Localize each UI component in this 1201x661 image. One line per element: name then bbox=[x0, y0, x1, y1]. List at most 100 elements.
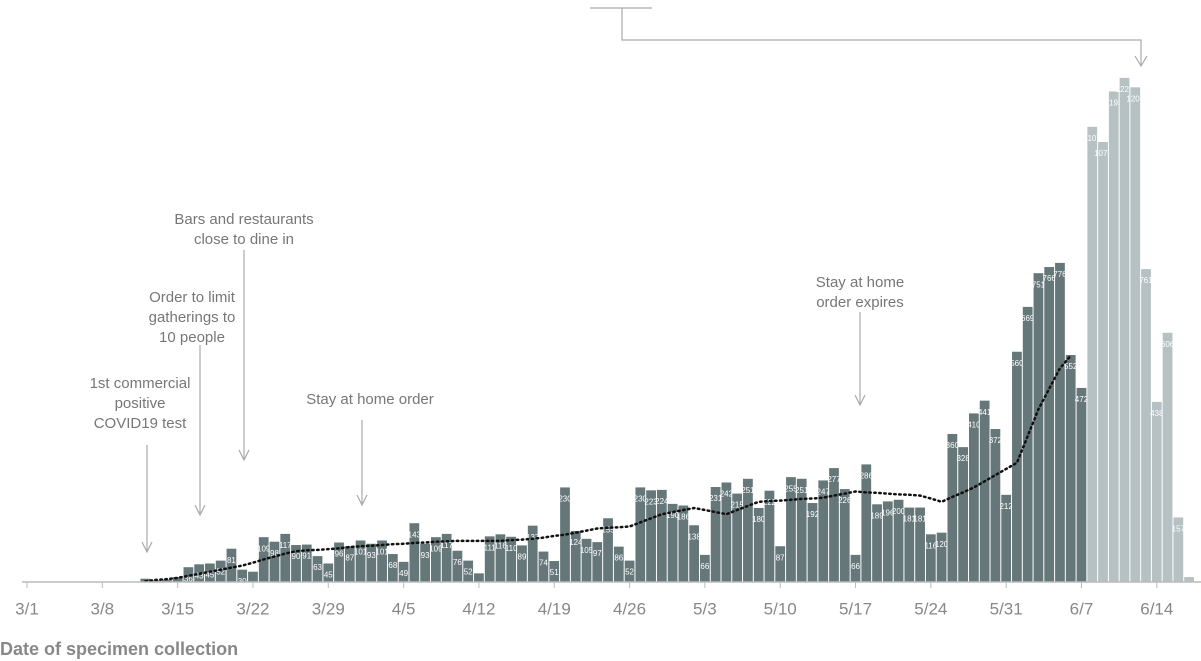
value-label: 98 bbox=[270, 549, 279, 558]
bar bbox=[915, 507, 925, 582]
bar bbox=[570, 531, 581, 582]
value-label: 181 bbox=[913, 515, 927, 524]
bar bbox=[226, 548, 237, 582]
bar bbox=[517, 545, 527, 582]
value-label: 606 bbox=[1161, 340, 1175, 349]
value-label: 438 bbox=[1150, 409, 1164, 418]
annotation: close to dine in bbox=[194, 231, 294, 248]
value-label: 45 bbox=[324, 571, 333, 580]
value-label: 101 bbox=[354, 548, 368, 557]
bar bbox=[829, 468, 839, 582]
bar bbox=[366, 543, 377, 582]
arrows bbox=[141, 7, 1148, 554]
x-tick-label: 3/1 bbox=[15, 599, 39, 618]
bar bbox=[1012, 351, 1022, 582]
value-label: 63 bbox=[313, 563, 322, 572]
bar bbox=[882, 501, 893, 582]
bar bbox=[398, 561, 409, 582]
bar bbox=[344, 546, 355, 582]
value-label: 189 bbox=[870, 511, 884, 520]
value-label: 49 bbox=[399, 569, 408, 578]
bar bbox=[387, 554, 398, 582]
bar bbox=[1022, 306, 1033, 582]
annotation: Stay at home bbox=[816, 274, 904, 291]
value-label: 93 bbox=[367, 551, 376, 560]
bar bbox=[506, 536, 517, 582]
x-tick-label: 5/10 bbox=[764, 599, 797, 618]
bar bbox=[248, 571, 258, 582]
value-label: 372 bbox=[989, 436, 1003, 445]
bar bbox=[463, 560, 474, 582]
bar bbox=[990, 429, 1001, 582]
value-label: 223 bbox=[644, 497, 658, 506]
x-tick-label: 5/17 bbox=[839, 599, 872, 618]
bar bbox=[656, 489, 667, 582]
value-label: 1193 bbox=[1105, 99, 1123, 108]
value-label: 251 bbox=[741, 486, 755, 495]
x-tick-label: 5/31 bbox=[990, 599, 1023, 618]
value-label: 552 bbox=[1064, 362, 1078, 371]
arrow bbox=[194, 345, 206, 517]
value-label: 761 bbox=[1139, 276, 1153, 285]
value-label: 328 bbox=[956, 454, 970, 463]
value-label: 251 bbox=[795, 486, 809, 495]
bar bbox=[1184, 577, 1194, 582]
bar bbox=[183, 567, 194, 582]
value-label: 97 bbox=[593, 549, 602, 558]
value-label: 116 bbox=[494, 541, 507, 550]
bar bbox=[1055, 262, 1065, 582]
x-tick-label: 6/14 bbox=[1140, 599, 1173, 618]
value-label: 226 bbox=[838, 496, 852, 505]
annotation: 10 people bbox=[159, 329, 225, 346]
value-label: 157 bbox=[1172, 525, 1186, 534]
x-tick-label: 3/22 bbox=[236, 599, 269, 618]
bar bbox=[936, 532, 947, 582]
value-label: 81 bbox=[227, 556, 236, 565]
value-label: 560 bbox=[1010, 359, 1024, 368]
bar bbox=[1108, 91, 1119, 582]
value-label: 472 bbox=[1075, 395, 1089, 404]
bar bbox=[1087, 126, 1098, 582]
value-label: 76 bbox=[453, 558, 462, 567]
bar bbox=[796, 478, 807, 582]
value-label: 89 bbox=[518, 553, 527, 562]
value-label: 101 bbox=[375, 548, 389, 557]
value-label: 105 bbox=[580, 546, 594, 555]
bar bbox=[646, 490, 656, 582]
value-label: 1226 bbox=[1116, 85, 1134, 94]
value-label: 186 bbox=[677, 513, 691, 522]
x-tick-label: 5/24 bbox=[914, 599, 947, 618]
value-label: 196 bbox=[881, 509, 895, 518]
bar bbox=[312, 556, 323, 582]
bar bbox=[441, 533, 452, 582]
x-tick-label: 4/26 bbox=[613, 599, 646, 618]
value-label: 91 bbox=[302, 552, 311, 561]
value-label: 90 bbox=[292, 552, 301, 561]
value-label: 68 bbox=[388, 561, 397, 570]
value-label: 87 bbox=[776, 553, 785, 562]
bar bbox=[904, 507, 915, 582]
value-label: 143 bbox=[408, 530, 422, 539]
value-label: 255 bbox=[784, 484, 798, 493]
value-label: 51 bbox=[550, 568, 559, 577]
bar bbox=[1001, 494, 1012, 582]
bar bbox=[764, 490, 775, 582]
x-tick-label: 3/8 bbox=[90, 599, 114, 618]
bar bbox=[592, 542, 603, 582]
x-tick-label: 5/3 bbox=[693, 599, 717, 618]
bar bbox=[667, 503, 678, 582]
value-label: 224 bbox=[655, 497, 669, 506]
value-label: 117 bbox=[440, 541, 453, 550]
bar bbox=[280, 533, 291, 582]
value-label: 215 bbox=[730, 501, 744, 510]
x-axis-label: Date of specimen collection bbox=[0, 639, 238, 659]
bar bbox=[786, 477, 796, 582]
bar bbox=[323, 563, 334, 582]
bar bbox=[291, 544, 301, 582]
bar bbox=[431, 537, 441, 582]
value-label: 669 bbox=[1021, 314, 1035, 323]
value-label: 117 bbox=[279, 541, 292, 550]
value-label: 86 bbox=[614, 554, 623, 563]
annotation: Stay at home order bbox=[306, 391, 434, 408]
annotation: order expires bbox=[816, 294, 904, 311]
